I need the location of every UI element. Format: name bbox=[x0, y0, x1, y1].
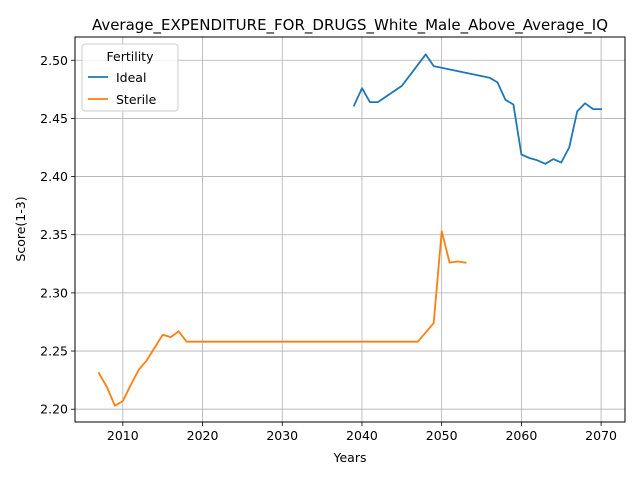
x-tick-label: 2050 bbox=[426, 428, 458, 443]
legend-title: Fertility bbox=[107, 49, 155, 64]
legend-box bbox=[81, 43, 179, 112]
y-axis-label: Score(1-3) bbox=[13, 196, 28, 261]
x-tick-label: 2070 bbox=[585, 428, 617, 443]
x-tick-label: 2040 bbox=[346, 428, 378, 443]
legend: Fertility Ideal Sterile bbox=[81, 43, 179, 112]
legend-label-sterile: Sterile bbox=[116, 92, 157, 107]
y-tick-label: 2.20 bbox=[40, 402, 68, 417]
y-tick-label: 2.40 bbox=[40, 169, 68, 184]
series-line-ideal bbox=[352, 53, 602, 165]
x-tick-label: 2060 bbox=[505, 428, 537, 443]
x-tick-label: 2020 bbox=[187, 428, 219, 443]
chart-title: Average_EXPENDITURE_FOR_DRUGS_White_Male… bbox=[92, 16, 608, 35]
y-tick-label: 2.50 bbox=[40, 53, 68, 68]
x-axis-label: Years bbox=[333, 450, 367, 465]
x-tick-label: 2010 bbox=[107, 428, 139, 443]
axis-ticks: 2010 2020 2030 2040 2050 2060 2070 2.20 2.25 2.30… bbox=[40, 53, 617, 443]
y-tick-label: 2.25 bbox=[40, 344, 68, 359]
grid bbox=[75, 37, 625, 422]
plot-frame bbox=[74, 36, 626, 423]
x-tick-label: 2030 bbox=[266, 428, 298, 443]
series-lines bbox=[97, 53, 602, 407]
y-tick-label: 2.45 bbox=[40, 111, 68, 126]
series-line-sterile bbox=[97, 230, 467, 407]
legend-label-ideal: Ideal bbox=[116, 70, 146, 85]
y-tick-label: 2.30 bbox=[40, 285, 68, 300]
y-tick-label: 2.35 bbox=[40, 227, 68, 242]
